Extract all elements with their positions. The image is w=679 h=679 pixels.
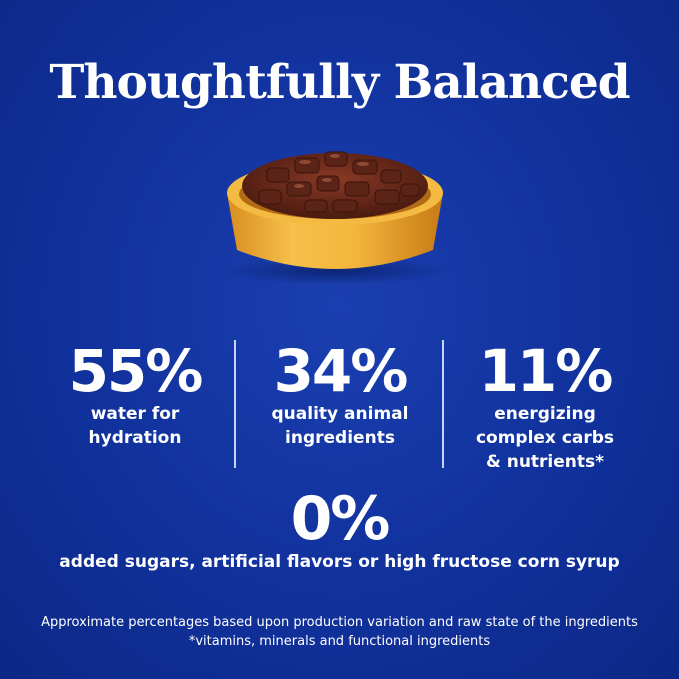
stat-water: 55% water for hydration [40, 340, 230, 450]
stat-carbs-desc-line3: & nutrients* [485, 452, 605, 472]
food-bowl-image [215, 138, 455, 288]
stat-animal-desc-line1: quality animal [271, 404, 409, 424]
divider [442, 340, 444, 468]
stat-water-value: 55% [68, 337, 204, 405]
page-title: Thoughtfully Balanced [49, 55, 630, 110]
stat-animal-ingredients: 34% quality animal ingredients [240, 340, 440, 450]
footnote-line2: *vitamins, minerals and functional ingre… [188, 634, 491, 649]
bowl-illustration [223, 151, 447, 285]
footnote-line1: Approximate percentages based upon produ… [41, 615, 638, 630]
divider [234, 340, 236, 468]
stat-water-desc-line2: hydration [88, 428, 182, 448]
stat-animal-desc: quality animal ingredients [240, 402, 440, 450]
stat-zero-desc: added sugars, artificial flavors or high… [59, 552, 620, 572]
stat-water-desc-line1: water for [90, 404, 180, 424]
stat-carbs-desc-line2: complex carbs [475, 428, 615, 448]
stat-zero-added: 0% added sugars, artificial flavors or h… [0, 488, 679, 574]
stat-zero-value: 0% [290, 484, 391, 554]
stat-carbs-value: 11% [478, 337, 614, 405]
stat-animal-value: 34% [273, 337, 409, 405]
stat-animal-desc-line2: ingredients [285, 428, 395, 448]
footnote: Approximate percentages based upon produ… [0, 613, 679, 651]
stat-carbs-desc: energizing complex carbs & nutrients* [445, 402, 645, 474]
stat-carbs-nutrients: 11% energizing complex carbs & nutrients… [445, 340, 645, 474]
stat-carbs-desc-line1: energizing [494, 404, 596, 424]
stat-water-desc: water for hydration [40, 402, 230, 450]
